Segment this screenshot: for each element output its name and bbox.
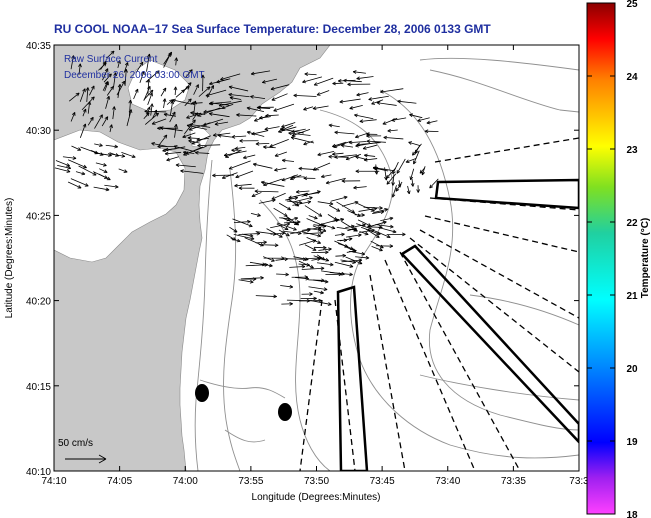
colorbar-tick-label: 23 <box>626 145 638 156</box>
x-tick-label: 73:35 <box>501 476 526 487</box>
y-tick-label: 40:15 <box>26 382 51 393</box>
y-axis-label: Latitude (Degrees:Minutes) <box>4 198 15 319</box>
y-axis: 40:35 40:30 40:25 40:20 40:15 40:10 <box>26 41 579 478</box>
colorbar-tick-label: 18 <box>626 510 638 518</box>
scale-label: 50 cm/s <box>58 438 93 449</box>
coverage-polygons <box>336 178 579 471</box>
x-tick-label: 73:3 <box>569 476 589 487</box>
colorbar-tick-label: 20 <box>626 364 638 375</box>
legend-line2: December 26, 2006 03:00 GMT <box>64 70 205 81</box>
y-tick-label: 40:35 <box>26 41 51 52</box>
y-tick-label: 40:20 <box>26 297 51 308</box>
colorbar-tick-label: 19 <box>626 437 638 448</box>
colorbar <box>586 2 616 515</box>
y-tick-label: 40:10 <box>26 467 51 478</box>
x-tick-label: 73:40 <box>435 476 460 487</box>
map-title: RU COOL NOAA−17 Sea Surface Temperature:… <box>54 22 491 36</box>
legend-line1: Raw Surface Current <box>64 54 158 65</box>
x-tick-label: 73:50 <box>304 476 329 487</box>
x-tick-label: 74:10 <box>41 476 66 487</box>
x-axis-label: Longitude (Degrees:Minutes) <box>252 492 381 503</box>
colorbar-label: Temperature (°C) <box>640 218 651 299</box>
surface-current-vectors <box>54 50 439 306</box>
station-marker <box>278 403 292 421</box>
x-axis: 74:10 74:05 74:00 73:55 73:50 73:45 73:40 73:35… <box>41 45 589 487</box>
colorbar-tick-label: 24 <box>626 72 638 83</box>
colorbar-ticks: 25 24 23 22 21 20 19 18 <box>587 0 638 518</box>
bay-area <box>54 129 186 263</box>
colorbar-tick-label: 25 <box>626 0 638 10</box>
x-tick-label: 73:55 <box>238 476 263 487</box>
x-tick-label: 73:45 <box>370 476 395 487</box>
x-tick-label: 74:00 <box>173 476 198 487</box>
colorbar-tick-label: 21 <box>626 291 638 302</box>
y-tick-label: 40:30 <box>26 126 51 137</box>
x-tick-label: 74:05 <box>107 476 132 487</box>
y-tick-label: 40:25 <box>26 211 51 222</box>
scale-arrow <box>65 454 107 464</box>
colorbar-tick-label: 22 <box>626 218 638 229</box>
station-marker <box>195 384 209 402</box>
